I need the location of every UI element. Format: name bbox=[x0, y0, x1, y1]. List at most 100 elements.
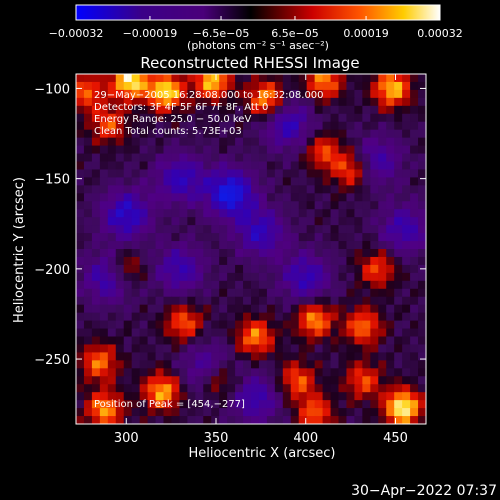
heatmap-cell bbox=[314, 288, 324, 298]
heatmap-cell bbox=[83, 304, 93, 314]
heatmap-cell bbox=[99, 105, 109, 115]
heatmap-cell bbox=[107, 217, 117, 226]
heatmap-cell bbox=[155, 89, 165, 99]
heatmap-cell bbox=[410, 217, 419, 226]
heatmap-cell bbox=[354, 336, 363, 346]
heatmap-cell bbox=[402, 336, 411, 346]
heatmap-cell bbox=[378, 145, 387, 155]
heatmap-cell bbox=[115, 264, 125, 274]
heatmap-cell bbox=[187, 233, 196, 242]
heatmap-cell bbox=[298, 296, 308, 306]
heatmap-cell bbox=[195, 352, 204, 361]
heatmap-cell bbox=[354, 74, 363, 83]
heatmap-cell bbox=[258, 368, 268, 377]
heatmap-cell bbox=[410, 89, 419, 99]
heatmap-cell bbox=[243, 89, 252, 99]
heatmap-cell bbox=[99, 74, 109, 83]
heatmap-cell bbox=[131, 280, 141, 290]
heatmap-cell bbox=[219, 288, 228, 298]
y-tick-label: −150 bbox=[34, 173, 70, 188]
heatmap-cell bbox=[131, 201, 141, 210]
heatmap-cell bbox=[131, 288, 141, 298]
heatmap-cell bbox=[386, 272, 395, 282]
heatmap-cell bbox=[258, 81, 268, 91]
heatmap-cell bbox=[139, 177, 149, 186]
heatmap-cell bbox=[274, 360, 284, 369]
heatmap-cell bbox=[354, 81, 363, 91]
heatmap-cell bbox=[195, 249, 204, 258]
heatmap-cell bbox=[354, 256, 363, 266]
heatmap-cell bbox=[243, 193, 252, 202]
heatmap-cell bbox=[83, 256, 93, 266]
heatmap-cell bbox=[274, 288, 284, 298]
heatmap-cell bbox=[251, 105, 260, 115]
heatmap-cell bbox=[346, 408, 355, 417]
heatmap-cell bbox=[314, 368, 324, 377]
heatmap-cell bbox=[362, 392, 371, 401]
heatmap-cell bbox=[83, 320, 93, 330]
heatmap-cell bbox=[266, 145, 276, 155]
heatmap-cell bbox=[91, 344, 101, 353]
heatmap-cell bbox=[227, 352, 236, 361]
heatmap-cell bbox=[251, 312, 260, 322]
heatmap-cell bbox=[322, 129, 332, 139]
heatmap-cell bbox=[346, 312, 355, 322]
heatmap-cell bbox=[163, 89, 173, 99]
heatmap-cell bbox=[203, 177, 212, 186]
heatmap-cell bbox=[83, 129, 93, 139]
heatmap-cell bbox=[290, 129, 300, 139]
heatmap-cell bbox=[115, 249, 125, 258]
heatmap-cell bbox=[314, 97, 324, 107]
heatmap-cell bbox=[219, 304, 228, 314]
heatmap-cell bbox=[346, 400, 355, 409]
heatmap-cell bbox=[394, 249, 403, 258]
heatmap-cell bbox=[115, 288, 125, 298]
heatmap-cell bbox=[179, 416, 188, 424]
heatmap-cell bbox=[115, 201, 125, 210]
heatmap-cell bbox=[123, 137, 133, 147]
heatmap-cell bbox=[187, 81, 196, 91]
heatmap-cell bbox=[76, 320, 85, 330]
heatmap-cell bbox=[370, 129, 379, 139]
heatmap-cell bbox=[410, 376, 419, 385]
heatmap-cell bbox=[314, 185, 324, 194]
heatmap-cell bbox=[410, 105, 419, 115]
heatmap-cell bbox=[378, 89, 387, 99]
heatmap-cell bbox=[251, 74, 260, 83]
heatmap-cell bbox=[235, 280, 244, 290]
heatmap-cell bbox=[155, 249, 165, 258]
heatmap-cell bbox=[227, 328, 236, 338]
heatmap-cell bbox=[306, 185, 316, 194]
heatmap-cell bbox=[354, 408, 363, 417]
heatmap-cell bbox=[91, 81, 101, 91]
heatmap-cell bbox=[306, 97, 316, 107]
heatmap-cell bbox=[203, 129, 212, 139]
heatmap-cell bbox=[155, 272, 165, 282]
heatmap-cell bbox=[219, 264, 228, 274]
heatmap-cell bbox=[219, 89, 228, 99]
heatmap-cell bbox=[91, 368, 101, 377]
heatmap-cell bbox=[346, 320, 355, 330]
heatmap-cell bbox=[203, 416, 212, 424]
heatmap-cell bbox=[139, 129, 149, 139]
heatmap-cell bbox=[370, 89, 379, 99]
heatmap-cell bbox=[235, 241, 244, 250]
heatmap-cell bbox=[410, 328, 419, 338]
heatmap-cell bbox=[195, 74, 204, 83]
heatmap-cell bbox=[362, 256, 371, 266]
heatmap-cell bbox=[76, 153, 85, 163]
heatmap-cell bbox=[282, 336, 292, 346]
heatmap-cell bbox=[76, 312, 85, 322]
heatmap-cell bbox=[251, 153, 260, 163]
heatmap-cell bbox=[290, 360, 300, 369]
heatmap-cell bbox=[227, 392, 236, 401]
heatmap-cell bbox=[115, 320, 125, 330]
heatmap-cell bbox=[131, 304, 141, 314]
heatmap-cell bbox=[115, 137, 125, 147]
annotation-line: Detectors: 3F 4F 5F 6F 7F 8F, Att 0 bbox=[94, 102, 268, 113]
heatmap-cell bbox=[107, 392, 117, 401]
heatmap-cell bbox=[338, 105, 348, 115]
heatmap-cell bbox=[83, 384, 93, 393]
heatmap-cell bbox=[394, 97, 403, 107]
heatmap-cell bbox=[107, 336, 117, 346]
